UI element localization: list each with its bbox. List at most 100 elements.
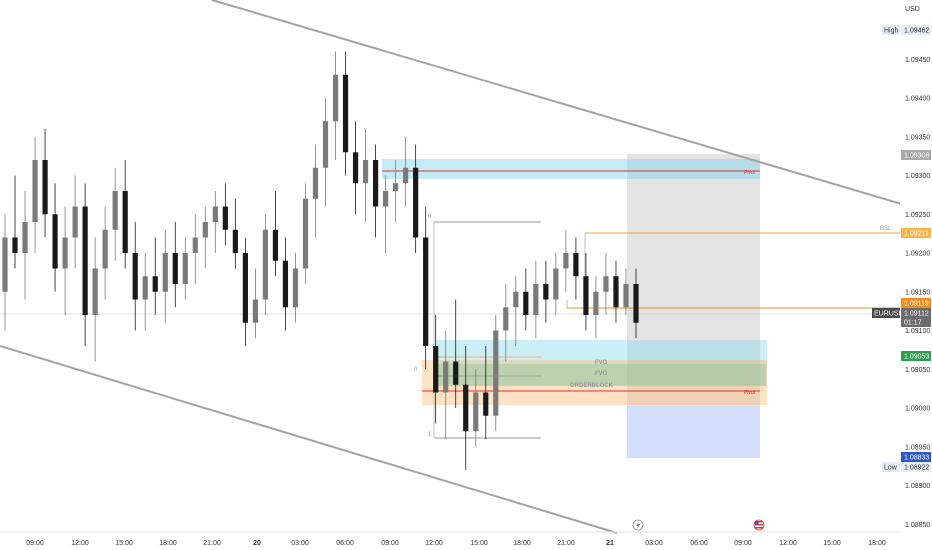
y-tick-label: 1.09100 — [905, 328, 930, 335]
trendlines-layer — [0, 0, 932, 534]
price-label-badge: 1.09211 — [901, 228, 931, 238]
y-tick-label: 1.08900 — [905, 483, 930, 490]
candle-body — [403, 167, 409, 184]
candle-body — [413, 167, 419, 238]
price-value-bg — [901, 228, 931, 238]
candle-body — [563, 253, 569, 269]
candle-body — [332, 74, 339, 122]
candle-body — [272, 229, 279, 261]
fib-label-1: 1 — [428, 432, 432, 438]
candle — [433, 315, 439, 424]
candles-layer — [2, 51, 639, 470]
x-tick-label: 12:00 — [71, 540, 89, 547]
lightning-icon-glyph — [636, 521, 641, 529]
candle-body — [493, 330, 499, 416]
price-value-text: 1.09053 — [904, 354, 929, 361]
candle-body — [613, 276, 619, 308]
symbol-tag-bg — [872, 308, 900, 318]
price-value-text: 1.08922 — [904, 465, 929, 472]
candle — [573, 237, 579, 300]
candle — [523, 268, 529, 331]
x-tick-label: 18:00 — [513, 540, 531, 547]
candle-body — [182, 253, 188, 284]
candle — [32, 136, 38, 253]
x-tick-label: 06:00 — [690, 540, 708, 547]
candle — [122, 160, 128, 269]
y-tick-label: 1.09150 — [905, 289, 930, 296]
zones-layer — [0, 154, 900, 458]
price-tag-text: High — [884, 28, 899, 35]
candle-body — [483, 392, 489, 416]
candle-body — [603, 276, 609, 292]
candle-body — [242, 253, 248, 323]
fib-label-0: 0 — [428, 214, 432, 220]
fvg-label-2: FVG — [595, 371, 608, 377]
us-flag-stripe — [755, 524, 763, 526]
fib-label-mid: 0 — [414, 367, 418, 373]
price-value-text: 1.09308 — [904, 153, 929, 160]
x-tick-label: 21:00 — [557, 540, 575, 547]
candle-body — [222, 206, 228, 230]
candle-body — [533, 284, 539, 315]
price-tag-text: Low — [884, 465, 898, 472]
us-flag-icon — [753, 519, 765, 531]
candle-body — [42, 160, 48, 215]
price-label-badge: High 1.09462 — [882, 25, 931, 35]
symbol-tag-text: EURUSD — [874, 311, 904, 318]
candle-body — [362, 160, 369, 184]
candle-body — [352, 152, 359, 184]
y-tick-label: 1.09400 — [905, 96, 930, 103]
candle-body — [553, 268, 559, 300]
x-tick-label: 09:00 — [26, 540, 44, 547]
orderblock-zone — [422, 360, 767, 405]
x-tick-label: 12:00 — [425, 540, 443, 547]
candle — [413, 144, 419, 253]
x-tick-label: 03:00 — [645, 540, 663, 547]
candle — [443, 330, 449, 439]
candle — [563, 229, 569, 292]
x-tick-label: 20 — [253, 540, 261, 547]
candle — [212, 191, 218, 253]
y-tick-label: 1.08850 — [905, 522, 930, 529]
pivot-label-upper: Pivot — [744, 170, 756, 176]
price-value-bg — [901, 452, 931, 462]
candle — [623, 268, 629, 315]
candle — [342, 51, 349, 176]
x-tick-label: 15:00 — [115, 540, 133, 547]
x-tick-label: 21 — [606, 540, 614, 547]
candle-body — [593, 291, 599, 315]
candle-body — [292, 268, 299, 308]
candle — [252, 268, 258, 339]
projection-zone-upper — [627, 154, 760, 406]
price-tag-bg — [882, 25, 900, 35]
orderblock-label: ORDERBLOCK — [570, 383, 614, 389]
candle — [403, 136, 409, 207]
candle — [633, 268, 639, 339]
candle — [483, 346, 489, 439]
candle — [172, 222, 178, 308]
x-tick-label: 09:00 — [734, 540, 752, 547]
candle-body — [463, 384, 469, 432]
fvg-zone — [436, 340, 767, 386]
candle-body — [443, 361, 449, 393]
y-tick-label: 1.09450 — [905, 57, 930, 64]
candle — [62, 206, 68, 315]
candle — [312, 144, 319, 238]
candle — [12, 175, 18, 269]
candle — [383, 175, 389, 253]
price-value-bg — [901, 298, 931, 308]
x-tick-label: 12:00 — [779, 540, 797, 547]
candle-body — [633, 284, 639, 323]
candle — [192, 214, 198, 284]
candle — [92, 237, 98, 362]
candle — [453, 299, 459, 408]
candle — [222, 183, 228, 246]
price-value-bg — [901, 25, 931, 35]
candle-body — [12, 237, 18, 253]
price-label-badge: Low 1.08922 — [882, 462, 931, 472]
candle-body — [423, 237, 429, 346]
candle-body — [212, 206, 218, 222]
